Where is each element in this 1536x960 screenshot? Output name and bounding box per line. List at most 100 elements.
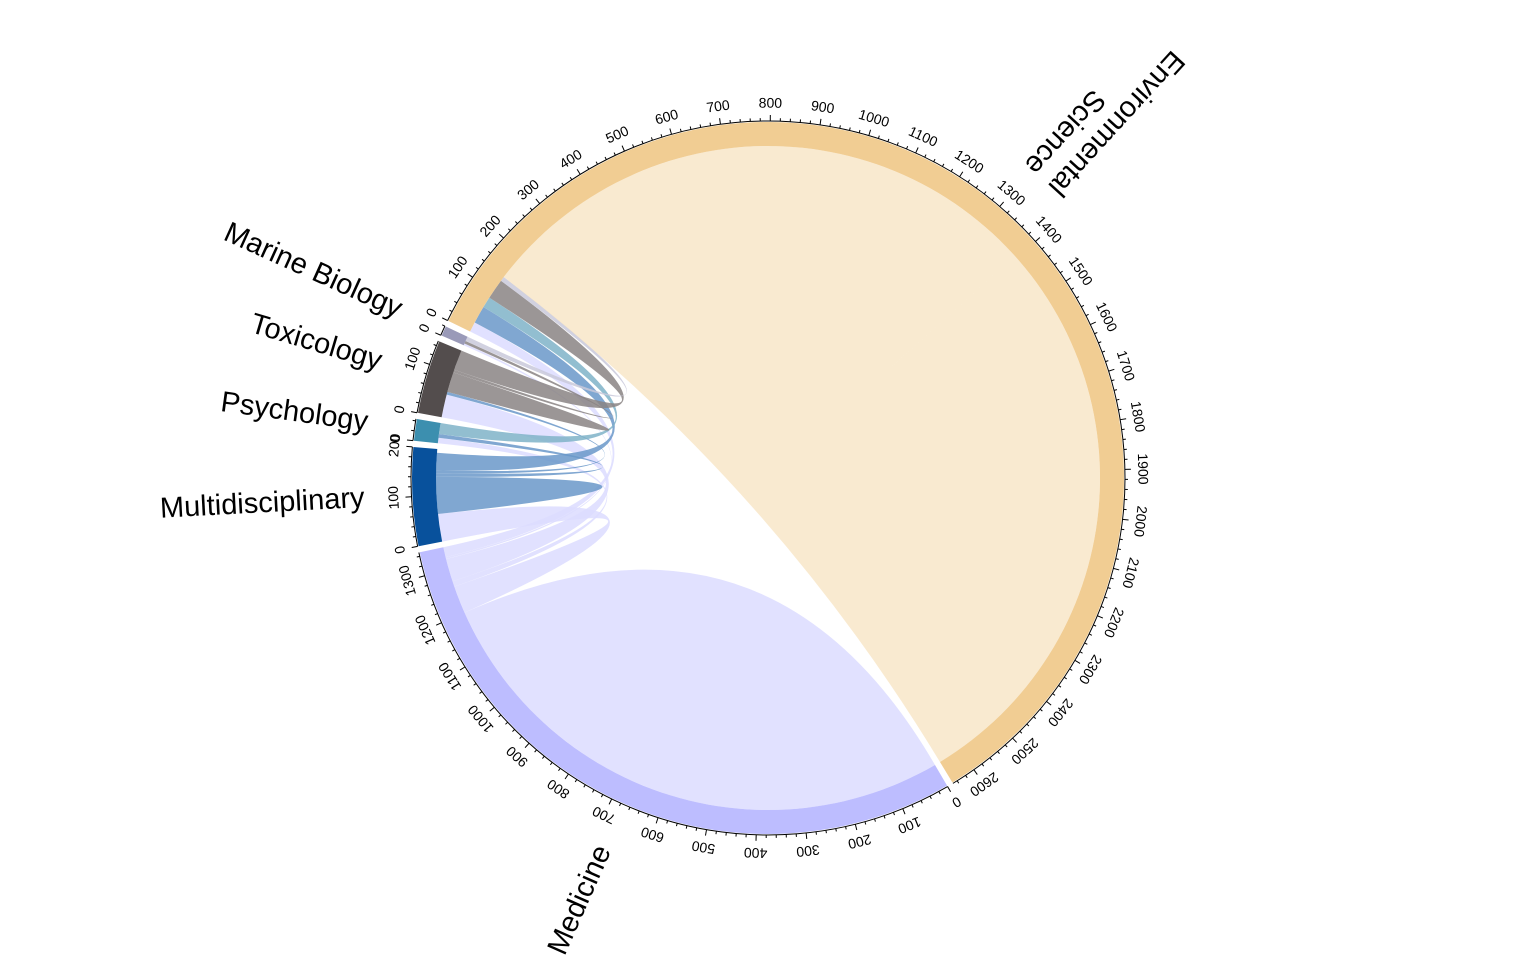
tick-medicine [854, 824, 858, 831]
tick-environmental-science [650, 137, 653, 141]
tick-environmental-science [487, 250, 491, 254]
tick-environmental-science [959, 171, 964, 178]
tick-environmental-science [1113, 567, 1120, 571]
tick-environmental-science [868, 129, 872, 136]
tick-marine-biology [441, 324, 446, 327]
tick-environmental-science [896, 142, 899, 146]
tick-medicine [564, 773, 569, 780]
tick-environmental-science [1058, 685, 1062, 688]
tick-environmental-science [1085, 313, 1089, 317]
tick-environmental-science [915, 147, 919, 154]
tick-environmental-science [529, 207, 533, 211]
tick-environmental-science [1052, 693, 1056, 696]
tick-environmental-science [464, 283, 468, 287]
tick-environmental-science [535, 198, 541, 204]
sector-track-medicine [419, 547, 948, 835]
tick-medicine [600, 794, 604, 798]
tick-label-environmental-science: 2200 [1101, 605, 1128, 640]
tick-medicine [902, 808, 906, 815]
tick-label-medicine: 1000 [464, 702, 496, 736]
tick-medicine [424, 584, 428, 587]
tick-environmental-science [576, 168, 581, 175]
axis-line-toxicology [416, 340, 439, 413]
tick-environmental-science [613, 152, 616, 156]
tick-environmental-science [604, 156, 607, 160]
tick-label-multidisciplinary: 0 [391, 544, 408, 555]
tick-medicine [512, 729, 515, 732]
tick-medicine [524, 742, 530, 749]
tick-environmental-science [1122, 518, 1129, 521]
axis-line-multidisciplinary [410, 446, 419, 547]
tick-environmental-science [858, 129, 861, 133]
tick-environmental-science [679, 128, 682, 132]
tick-label-marine-biology: 0 [415, 321, 433, 335]
tick-label-environmental-science: 400 [556, 146, 584, 172]
tick-medicine [574, 779, 578, 783]
tick-medicine [452, 649, 456, 652]
tick-environmental-science [973, 769, 978, 775]
tick-environmental-science [1076, 296, 1080, 299]
tick-medicine [685, 825, 688, 829]
tracks-layer [412, 122, 1124, 835]
tick-environmental-science [494, 243, 498, 246]
tick-label-environmental-science: 2500 [1008, 735, 1042, 768]
tick-environmental-science [1028, 231, 1032, 235]
tick-label-environmental-science: 900 [810, 97, 836, 116]
tick-label-psychology: 0 [386, 434, 403, 444]
tick-toxicology [429, 353, 434, 356]
tick-environmental-science [641, 140, 644, 144]
tick-environmental-science [545, 194, 548, 198]
tick-environmental-science [1105, 360, 1109, 363]
link-marine-biology-to-environmental-science [465, 277, 627, 397]
tick-medicine [628, 807, 631, 811]
link-multidisciplinary-to-toxicology [436, 391, 605, 474]
tick-label-environmental-science: 200 [476, 212, 504, 240]
tick-environmental-science [819, 118, 822, 125]
tick-environmental-science [1117, 548, 1121, 551]
tick-medicine [473, 683, 477, 686]
tick-multidisciplinary [411, 545, 418, 549]
tick-medicine [675, 823, 678, 827]
tick-medicine [619, 803, 622, 807]
tick-label-multidisciplinary: 200 [385, 433, 403, 458]
axis-line-environmental-science [447, 120, 1126, 784]
tick-environmental-science [1120, 418, 1127, 421]
tick-environmental-science [621, 145, 625, 152]
tick-label-medicine: 800 [544, 776, 572, 802]
tick-medicine [431, 603, 435, 606]
sector-track-marine-biology [441, 326, 468, 346]
tick-medicine [418, 575, 425, 578]
tick-environmental-science [975, 185, 979, 189]
tick-medicine [542, 755, 545, 759]
tick-label-environmental-science: 1400 [1033, 212, 1066, 246]
tick-medicine [704, 829, 708, 836]
tick-environmental-science [449, 309, 453, 313]
tick-environmental-science [719, 118, 721, 125]
tick-label-environmental-science: 1000 [857, 106, 892, 130]
tick-toxicology [420, 382, 424, 384]
tick-environmental-science [1026, 723, 1030, 727]
sector-label-medicine: Medicine [542, 840, 618, 959]
tick-environmental-science [569, 176, 573, 181]
tick-label-medicine: 0 [949, 793, 964, 811]
sector-track-psychology [413, 419, 441, 444]
tick-environmental-science [887, 138, 890, 142]
tick-environmental-science [699, 124, 702, 128]
tick-environmental-science [1014, 217, 1018, 221]
tick-label-environmental-science: 1200 [952, 146, 987, 176]
tick-environmental-science [561, 182, 564, 186]
tick-toxicology [415, 401, 420, 404]
sector-track-multidisciplinary [412, 446, 443, 547]
tick-medicine [485, 699, 489, 702]
tick-label-environmental-science: 1800 [1128, 400, 1149, 434]
tick-medicine [647, 814, 650, 818]
tick-environmental-science [997, 751, 1000, 754]
tick-label-medicine: 1100 [435, 659, 465, 693]
tick-environmental-science [924, 154, 927, 158]
link-medicine-to-multidisciplinary [437, 506, 610, 613]
tick-marine-biology [435, 332, 441, 336]
sector-label-psychology: Psychology [219, 386, 371, 438]
axis-line-medicine [418, 552, 948, 836]
tick-label-environmental-science: 2000 [1131, 505, 1151, 538]
tick-environmental-science [941, 163, 945, 167]
